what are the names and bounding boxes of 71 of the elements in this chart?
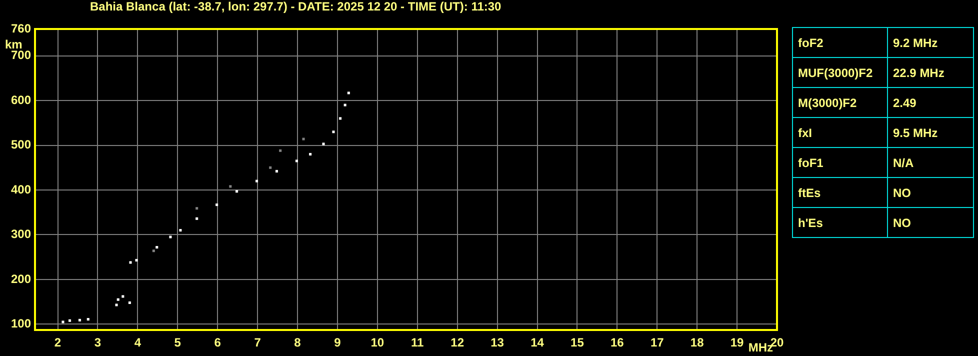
text: foF2 xyxy=(792,28,888,58)
point xyxy=(302,138,305,140)
text: 2.49 xyxy=(888,88,974,118)
text: h'Es xyxy=(792,208,888,238)
x-tick-label: 12 xyxy=(450,336,464,350)
x-tick-label: 2 xyxy=(54,336,62,350)
point xyxy=(169,236,172,238)
point xyxy=(62,320,64,324)
x-tick-label: 4 xyxy=(134,336,142,350)
point xyxy=(236,190,238,193)
x-tick-label: 10 xyxy=(370,336,384,350)
x-tick-label: 13 xyxy=(490,336,504,350)
text: NO xyxy=(888,208,974,238)
point xyxy=(332,130,335,134)
x-tick-label: 18 xyxy=(690,336,704,350)
x-tick-label: 14 xyxy=(530,336,544,350)
text: foF1 xyxy=(792,148,888,178)
text: ftEs xyxy=(792,178,888,208)
text: N/A xyxy=(888,148,974,178)
point xyxy=(156,246,158,249)
text: M(3000)F2 xyxy=(792,88,888,118)
point xyxy=(135,258,138,262)
point xyxy=(179,228,182,232)
y-tick-label: 600 xyxy=(10,92,32,107)
point xyxy=(344,104,346,106)
point xyxy=(255,180,258,182)
x-tick-label: 3 xyxy=(94,336,102,350)
y-tick-label: 200 xyxy=(10,272,32,286)
point xyxy=(152,250,155,252)
y-tick-label: 400 xyxy=(10,182,32,196)
y-tick-label: 300 xyxy=(10,227,32,242)
text: NO xyxy=(888,178,974,208)
point xyxy=(122,295,124,298)
text: 9.5 MHz xyxy=(888,118,974,148)
point xyxy=(347,92,350,94)
y-tick-label: 500 xyxy=(10,138,32,152)
y-tick-label: 760 xyxy=(10,21,32,36)
text: 9.2 MHz xyxy=(888,28,974,58)
x-tick-label: 17 xyxy=(650,336,664,350)
point xyxy=(196,207,198,210)
y-tick-label: 100 xyxy=(10,316,32,330)
x-tick-label: 16 xyxy=(610,336,624,350)
point xyxy=(86,318,90,321)
point xyxy=(68,319,72,322)
x-tick-label: 8 xyxy=(294,336,302,350)
text: MUF(3000)F2 xyxy=(792,58,888,88)
x-tick-label: 9 xyxy=(334,336,342,350)
x-tick-label: 6 xyxy=(214,336,222,350)
point xyxy=(275,170,278,172)
point xyxy=(269,166,272,169)
point xyxy=(115,304,118,306)
x-tick-label: 15 xyxy=(570,336,584,350)
text: 22.9 MHz xyxy=(888,58,974,88)
point xyxy=(339,117,342,120)
point xyxy=(279,149,282,152)
point xyxy=(129,261,132,264)
x-tick-label: 7 xyxy=(254,336,262,350)
point xyxy=(116,298,120,301)
chart-title: Bahia Blanca (lat: -38.7, lon: 297.7) - DATE: 2025 12 20 - TIME (UT): 11:30 xyxy=(90,0,502,14)
x-tick-label: 19 xyxy=(730,336,744,350)
point xyxy=(128,301,131,304)
point xyxy=(322,142,325,146)
x-tick-label: 5 xyxy=(174,336,182,350)
point xyxy=(309,152,312,156)
point xyxy=(78,318,82,322)
x-tick-label: 11 xyxy=(411,336,424,350)
point xyxy=(229,185,232,188)
text: fxI xyxy=(792,118,888,148)
point xyxy=(216,203,218,206)
point xyxy=(196,217,198,220)
point xyxy=(295,160,298,162)
